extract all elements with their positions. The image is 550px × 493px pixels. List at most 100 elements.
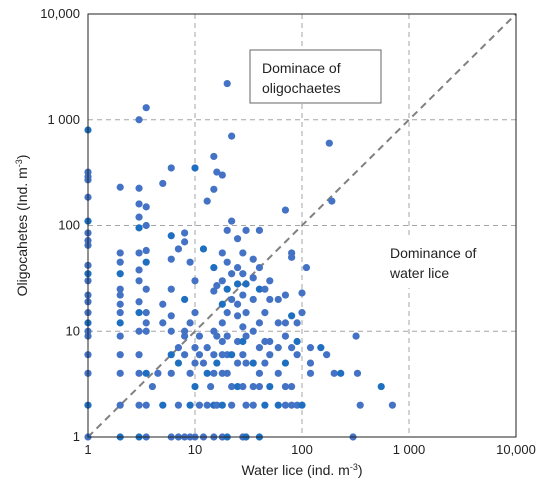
data-point xyxy=(223,258,231,266)
data-point xyxy=(167,312,175,320)
x-tick-label: 10,000 xyxy=(496,442,536,457)
data-point xyxy=(293,351,301,359)
data-point xyxy=(167,285,175,293)
annotation-layer: Dominace of oligochaetes Dominance of wa… xyxy=(249,49,491,288)
data-point xyxy=(223,79,231,88)
data-point xyxy=(154,369,162,377)
data-point xyxy=(116,369,124,377)
y-axis-title-end: ) xyxy=(14,155,30,160)
data-point xyxy=(135,266,143,274)
data-point xyxy=(233,263,242,272)
data-point xyxy=(228,270,236,278)
y-axis-title-main: Oligocahetes (Ind. m xyxy=(14,167,30,296)
data-point xyxy=(255,263,264,272)
plot-frame xyxy=(87,13,517,438)
data-point xyxy=(213,359,221,367)
data-point xyxy=(191,164,199,172)
data-point xyxy=(233,312,242,320)
data-point xyxy=(255,319,264,327)
data-point xyxy=(228,295,236,304)
data-point xyxy=(328,197,336,205)
data-point xyxy=(142,309,150,317)
annotation-water-lice-line2: water lice xyxy=(389,265,449,281)
data-point xyxy=(266,277,274,285)
data-point xyxy=(116,332,124,340)
data-point xyxy=(239,291,247,299)
data-point xyxy=(274,295,282,304)
x-tick-labels: 1 10 100 1 000 10,000 xyxy=(84,442,536,457)
data-point xyxy=(356,401,364,409)
data-point xyxy=(159,319,167,327)
x-tick-label: 100 xyxy=(291,442,313,457)
data-point xyxy=(174,359,183,367)
data-point xyxy=(233,337,242,346)
data-point xyxy=(191,344,199,352)
data-point xyxy=(116,258,124,266)
data-point xyxy=(199,359,208,367)
data-point xyxy=(191,382,199,391)
data-point xyxy=(142,203,150,211)
data-point xyxy=(135,401,143,409)
data-point xyxy=(274,344,282,352)
data-point xyxy=(239,337,247,346)
data-point xyxy=(135,184,143,192)
data-point xyxy=(239,351,247,359)
data-point xyxy=(218,401,226,409)
data-point xyxy=(239,249,247,257)
data-point xyxy=(288,401,296,409)
data-point xyxy=(195,351,204,359)
data-point xyxy=(218,319,226,327)
data-point xyxy=(281,319,290,327)
data-point xyxy=(181,229,189,237)
data-point xyxy=(135,351,143,359)
data-point xyxy=(195,401,204,409)
data-point xyxy=(142,327,150,335)
data-point xyxy=(306,369,315,377)
data-point xyxy=(135,249,143,257)
data-point xyxy=(261,309,269,317)
data-point xyxy=(218,277,226,285)
data-point xyxy=(116,351,124,359)
data-point xyxy=(266,382,274,391)
data-point xyxy=(210,287,218,295)
data-point xyxy=(148,382,157,391)
data-point xyxy=(261,285,269,293)
data-point xyxy=(142,401,150,409)
data-point xyxy=(242,309,250,317)
data-point xyxy=(116,300,124,308)
data-point xyxy=(255,369,264,377)
data-point xyxy=(116,401,124,409)
data-point xyxy=(181,332,189,340)
data-point xyxy=(242,280,250,288)
data-point xyxy=(281,382,290,391)
data-point xyxy=(352,332,360,340)
data-point xyxy=(210,369,218,377)
data-point xyxy=(261,401,269,409)
data-point xyxy=(116,291,124,299)
data-point xyxy=(116,319,124,327)
data-point xyxy=(288,382,296,391)
data-point xyxy=(330,369,338,377)
data-point xyxy=(242,359,250,367)
y-tick-label: 1 xyxy=(73,429,80,444)
data-point xyxy=(255,285,264,293)
data-point xyxy=(191,277,199,285)
data-point xyxy=(388,401,397,409)
data-point xyxy=(203,344,211,352)
data-point xyxy=(233,359,242,367)
data-point xyxy=(135,298,143,306)
data-point xyxy=(142,285,150,293)
data-point xyxy=(249,382,257,391)
data-point xyxy=(135,116,143,124)
data-point xyxy=(218,337,226,346)
data-point xyxy=(223,332,231,340)
data-point xyxy=(142,104,150,112)
data-point xyxy=(274,319,282,327)
data-point xyxy=(181,238,189,246)
data-point xyxy=(174,245,183,253)
data-point xyxy=(337,369,345,377)
y-tick-label: 10 xyxy=(66,323,80,338)
data-point xyxy=(249,295,257,304)
data-point xyxy=(174,344,183,352)
